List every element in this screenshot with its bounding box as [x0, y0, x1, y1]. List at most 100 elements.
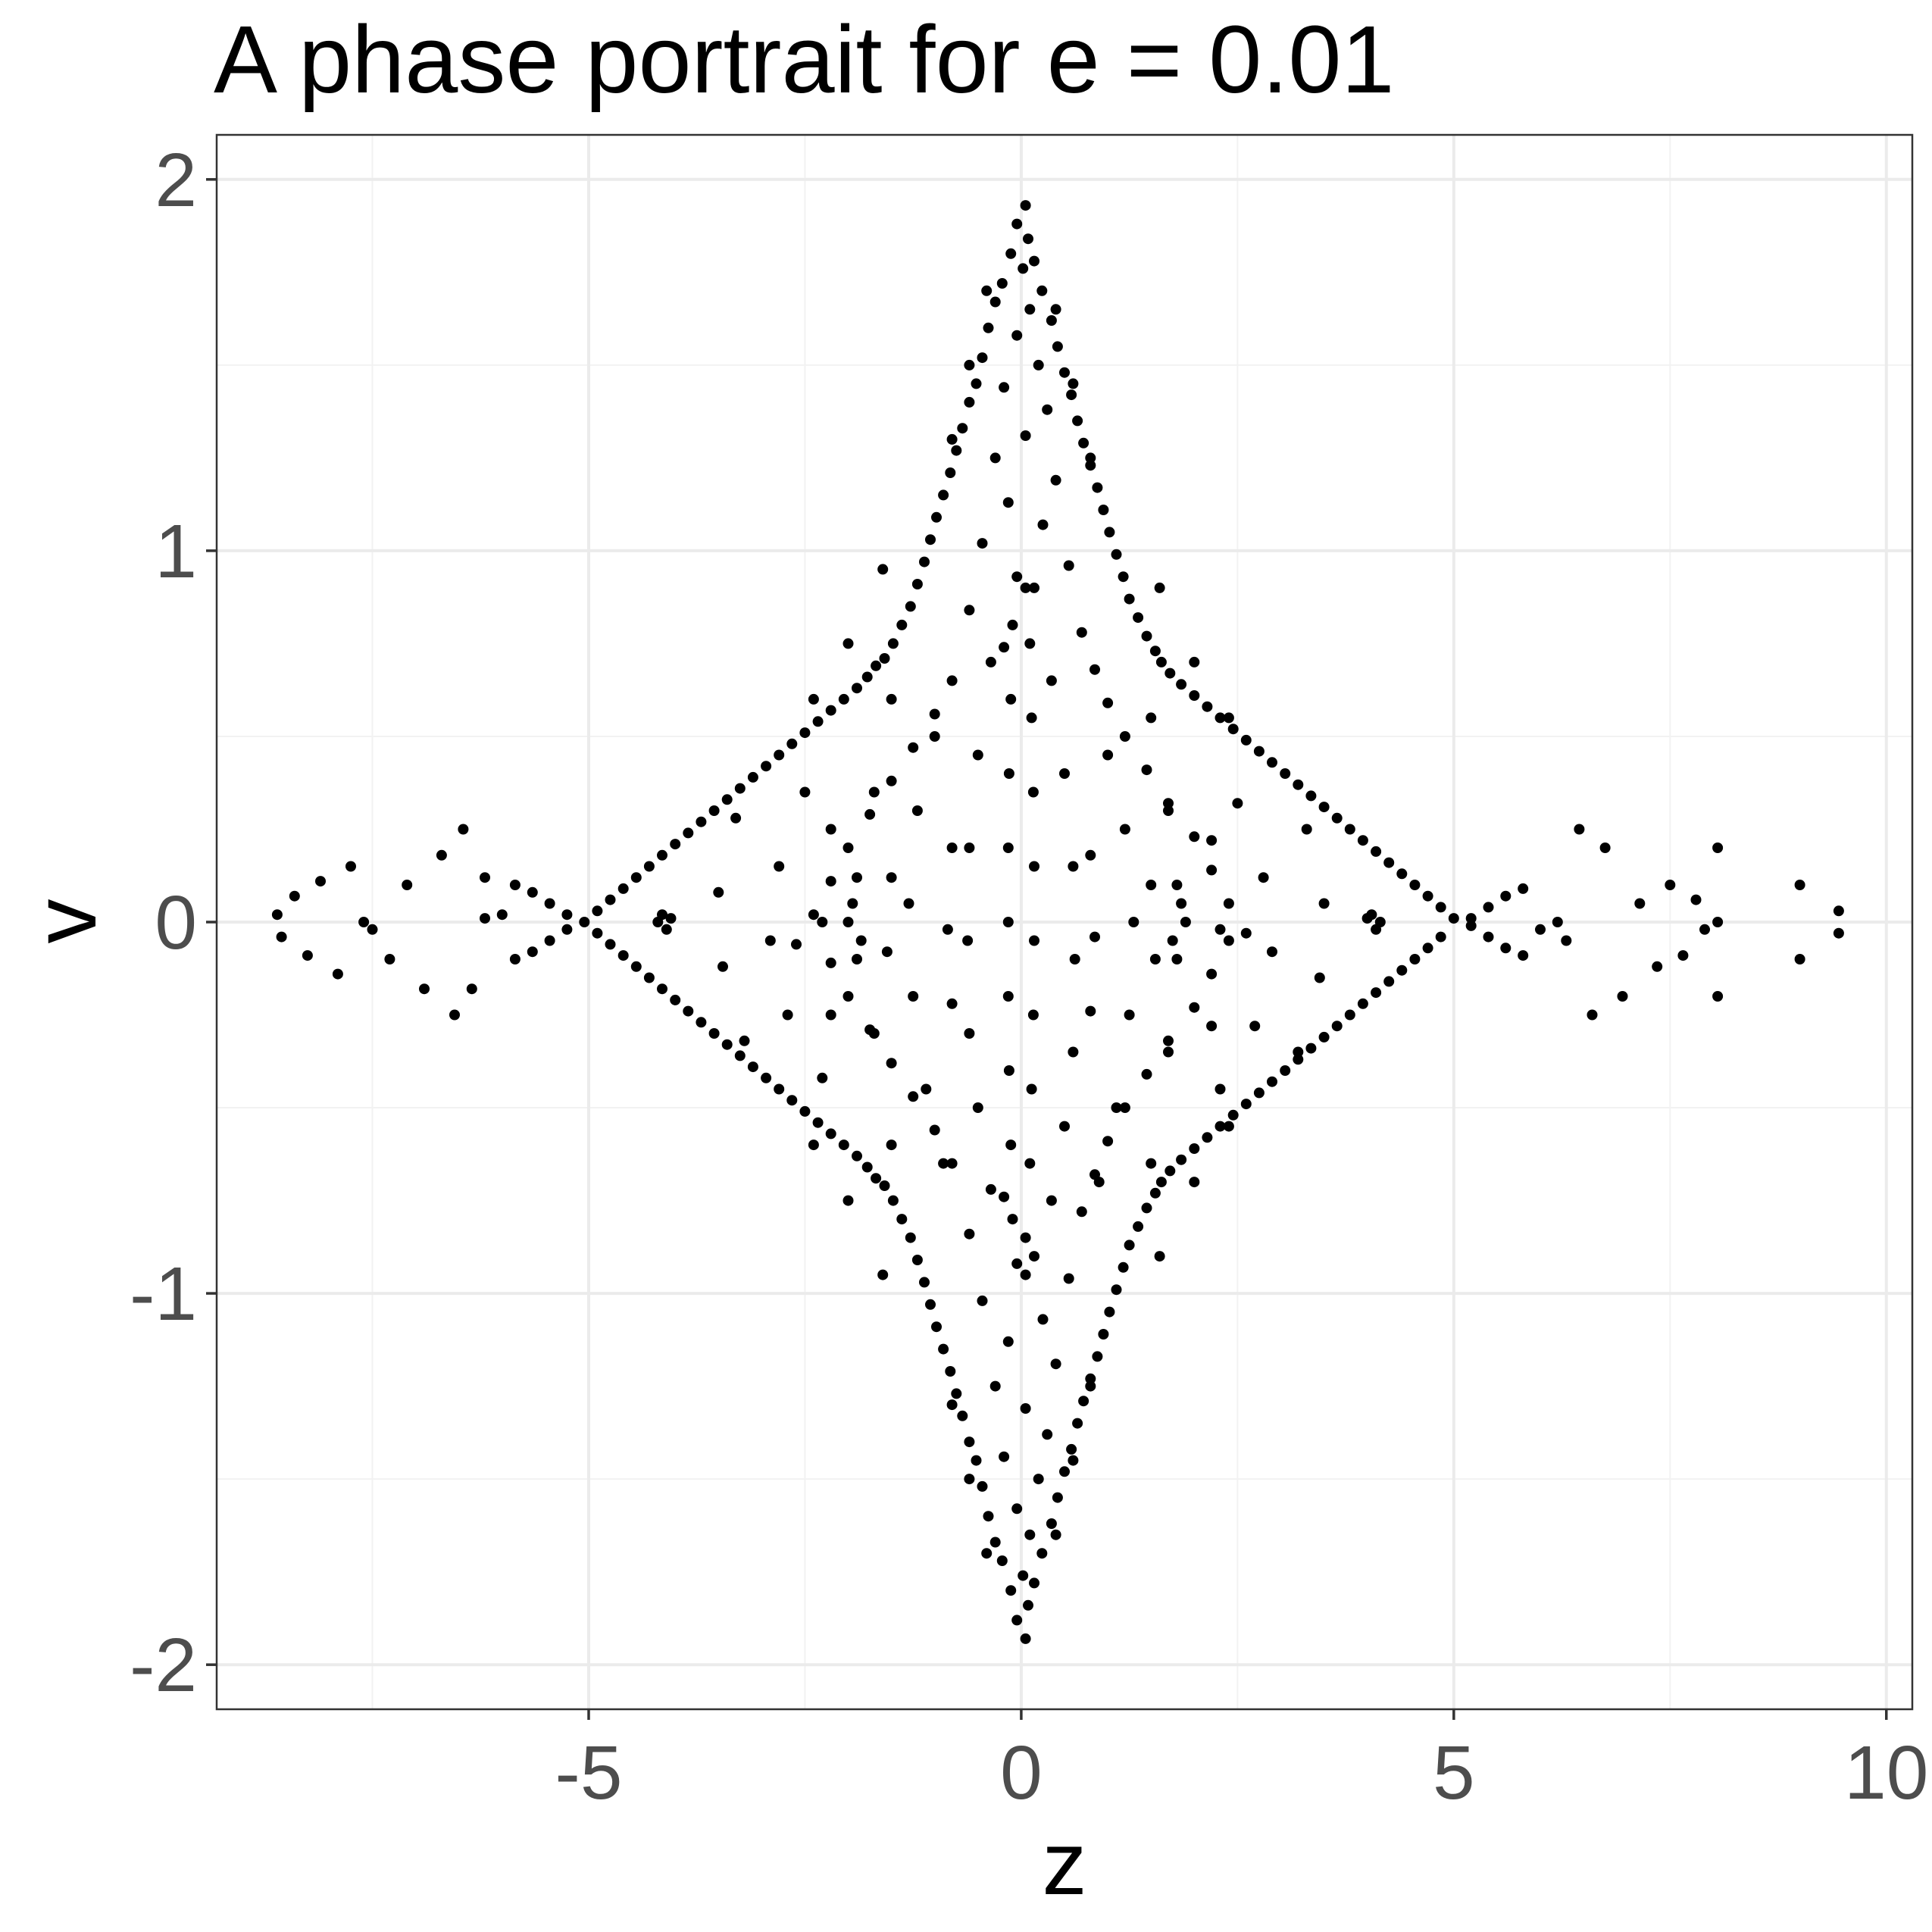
data-point: [1258, 872, 1269, 883]
data-point: [1141, 764, 1152, 776]
data-point: [1371, 846, 1382, 857]
data-point: [1712, 991, 1724, 1002]
data-point: [1042, 404, 1053, 415]
data-point: [1794, 880, 1805, 890]
data-point: [696, 816, 707, 827]
y-tick-label: -1: [130, 1252, 197, 1336]
data-point: [999, 1451, 1010, 1462]
data-point: [1072, 1418, 1083, 1429]
data-point: [683, 827, 694, 839]
data-point: [1046, 315, 1057, 326]
data-point: [868, 1028, 880, 1039]
data-point: [367, 924, 378, 935]
data-point: [717, 961, 728, 972]
data-point: [670, 994, 681, 1005]
data-point: [977, 538, 988, 549]
data-point: [1465, 913, 1477, 924]
data-point: [951, 445, 962, 456]
data-point: [946, 1158, 958, 1169]
data-point: [1011, 1503, 1023, 1515]
data-point: [708, 805, 720, 816]
data-point: [1068, 1046, 1079, 1058]
data-point: [879, 1180, 890, 1191]
data-point: [1085, 460, 1096, 471]
data-point: [808, 909, 819, 921]
data-point: [1046, 675, 1057, 686]
data-point: [1076, 627, 1087, 638]
data-point: [1518, 883, 1529, 894]
data-point: [1141, 1202, 1152, 1214]
data-point: [1089, 931, 1100, 943]
data-point: [1033, 1474, 1044, 1485]
data-point: [946, 843, 958, 853]
data-point: [1176, 679, 1187, 690]
data-point: [1652, 961, 1663, 972]
chart-title: A phase portrait for e = 0.01: [214, 6, 1395, 113]
data-point: [1396, 964, 1408, 976]
x-axis-title: z: [1043, 1814, 1087, 1914]
data-point: [1046, 1195, 1057, 1206]
data-point: [1078, 1396, 1089, 1407]
data-point: [852, 954, 862, 964]
data-point: [925, 534, 936, 546]
data-point: [713, 886, 724, 898]
data-point: [1050, 1358, 1061, 1370]
data-point: [1267, 1076, 1277, 1087]
data-point: [1029, 935, 1039, 946]
data-point: [1024, 638, 1036, 649]
data-point: [1253, 746, 1265, 757]
data-point: [1176, 898, 1187, 909]
data-point: [1005, 1140, 1017, 1151]
data-point: [911, 579, 923, 589]
data-point: [592, 927, 603, 939]
data-point: [1267, 946, 1277, 958]
data-point: [1023, 1599, 1033, 1611]
data-point: [466, 983, 477, 995]
data-point: [289, 890, 300, 902]
data-point: [881, 946, 893, 958]
data-point: [1794, 954, 1805, 964]
data-point: [605, 894, 616, 905]
x-tick-label: 0: [1000, 1730, 1043, 1815]
data-point: [1163, 1046, 1174, 1058]
data-point: [825, 1128, 836, 1140]
data-point: [877, 1269, 889, 1280]
y-tick-label: 2: [155, 138, 197, 223]
data-point: [561, 909, 573, 921]
data-point: [1500, 890, 1512, 902]
data-point: [730, 812, 742, 824]
data-point: [764, 935, 776, 946]
data-point: [896, 619, 908, 630]
data-point: [786, 738, 798, 749]
data-point: [843, 917, 854, 927]
data-point: [1052, 341, 1063, 352]
data-point: [1833, 905, 1844, 917]
data-point: [1076, 1206, 1087, 1218]
data-point: [1020, 1633, 1031, 1644]
data-point: [945, 467, 956, 478]
data-point: [1552, 917, 1563, 927]
data-point: [1561, 935, 1572, 946]
data-point: [643, 972, 655, 983]
data-point: [942, 924, 953, 935]
data-point: [1102, 1136, 1114, 1147]
data-point: [1133, 612, 1144, 624]
data-point: [887, 638, 899, 649]
data-point: [1005, 693, 1017, 705]
data-point: [302, 950, 313, 961]
data-point: [1098, 1329, 1109, 1340]
data-point: [817, 917, 828, 927]
data-point: [657, 983, 667, 995]
data-point: [1305, 790, 1317, 802]
data-point: [886, 775, 897, 786]
data-point: [1176, 1154, 1187, 1165]
data-point: [1029, 255, 1039, 267]
data-point: [808, 693, 819, 705]
data-point: [908, 742, 919, 753]
data-point: [1240, 1099, 1252, 1110]
data-point: [332, 968, 343, 980]
data-point: [946, 433, 958, 445]
data-point: [919, 1277, 930, 1288]
data-point: [774, 861, 785, 872]
